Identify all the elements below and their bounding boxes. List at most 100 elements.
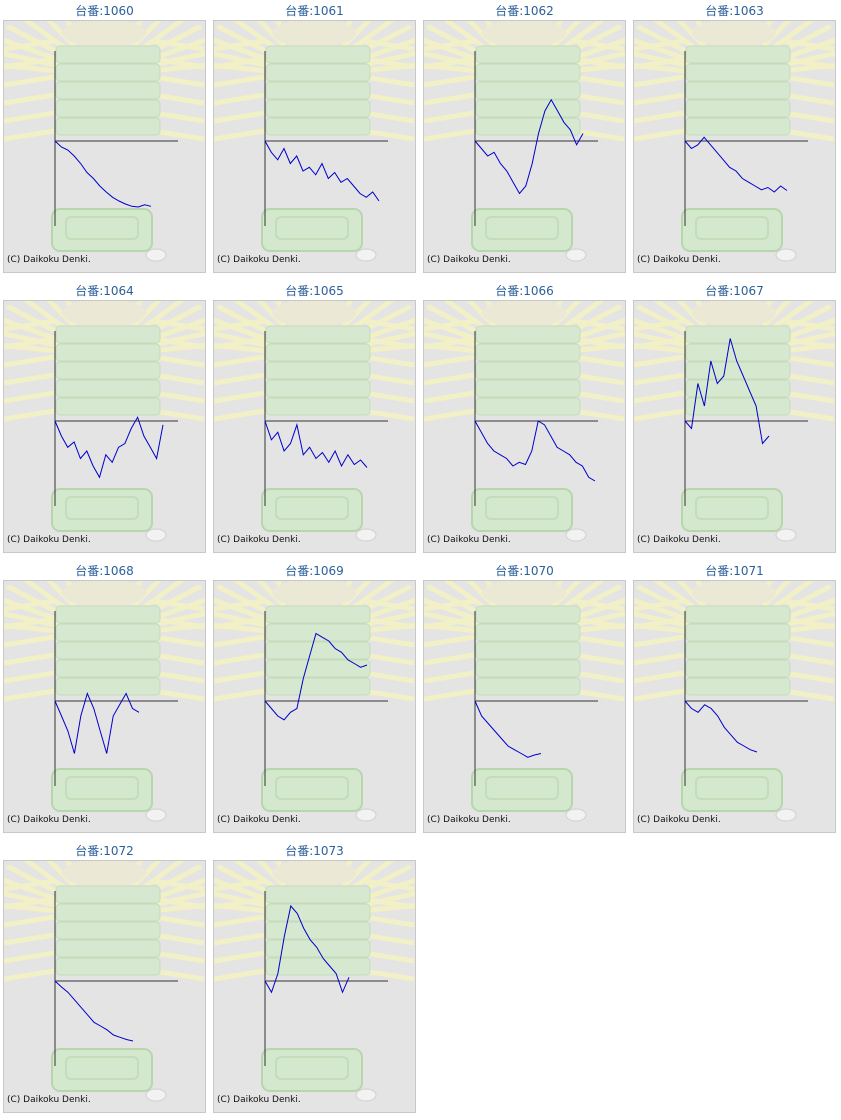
box-layer <box>475 117 581 136</box>
ray <box>4 331 64 349</box>
chart-frame: (C) Daikoku Denki. <box>633 300 836 553</box>
box-layer <box>265 659 371 678</box>
copyright-text: (C) Daikoku Denki. <box>7 255 91 265</box>
ray <box>126 861 162 894</box>
ray <box>355 902 415 914</box>
ray <box>363 372 415 386</box>
ray <box>634 62 693 74</box>
ray <box>634 318 685 332</box>
ray <box>4 92 55 106</box>
ray <box>4 968 55 982</box>
ray <box>424 51 484 69</box>
ray <box>363 318 415 332</box>
tray <box>261 768 363 812</box>
ray <box>145 62 205 74</box>
ray <box>126 21 162 54</box>
box-layer <box>55 63 161 82</box>
chart-title: 台番:1072 <box>75 844 134 858</box>
background-art <box>4 861 205 1102</box>
ray <box>214 354 265 368</box>
ray <box>573 110 625 124</box>
ray <box>783 336 835 350</box>
ray <box>466 301 502 334</box>
ray <box>214 390 265 404</box>
series-line <box>54 140 152 208</box>
ray <box>4 62 63 74</box>
crown <box>62 581 146 607</box>
ray <box>153 128 205 142</box>
tray-inner <box>65 496 139 520</box>
ray <box>354 330 415 349</box>
ray <box>354 610 415 629</box>
ray <box>145 342 205 354</box>
ray <box>336 581 372 614</box>
ray <box>153 372 205 386</box>
ray <box>214 331 274 349</box>
ray <box>363 932 415 946</box>
background-art <box>424 301 625 542</box>
chart-svg <box>4 581 205 822</box>
chart-frame: (C) Daikoku Denki. <box>633 20 836 273</box>
ray <box>424 74 475 88</box>
ray <box>424 634 475 648</box>
ray <box>573 688 625 702</box>
ray <box>783 598 835 612</box>
series-line <box>474 700 542 758</box>
box-layer <box>55 397 161 416</box>
ray <box>363 110 415 124</box>
ray <box>424 128 475 142</box>
chart-svg <box>634 301 835 542</box>
tray <box>51 208 153 252</box>
box-layer <box>55 659 161 678</box>
ray <box>783 634 835 648</box>
ray <box>4 932 55 946</box>
ray <box>775 622 835 634</box>
ray <box>424 110 475 124</box>
series-line <box>54 416 164 479</box>
coin <box>775 808 797 822</box>
chart-title: 台番:1068 <box>75 564 134 578</box>
box-layer <box>265 641 371 660</box>
ray <box>153 616 205 630</box>
copyright-text: (C) Daikoku Denki. <box>637 255 721 265</box>
ray <box>363 950 415 964</box>
chart-frame: (C) Daikoku Denki. <box>213 860 416 1113</box>
ray <box>363 56 415 70</box>
ray <box>573 670 625 684</box>
ray <box>783 390 835 404</box>
chart-svg <box>424 301 625 542</box>
ray <box>634 598 685 612</box>
ray <box>546 581 582 614</box>
tray-inner <box>275 216 349 240</box>
ray <box>783 408 835 422</box>
ray <box>565 342 625 354</box>
coin <box>565 808 587 822</box>
chart-frame: (C) Daikoku Denki. <box>3 580 206 833</box>
chart-title: 台番:1067 <box>705 284 764 298</box>
ray <box>153 914 205 928</box>
tray <box>471 488 573 532</box>
box-layer <box>685 623 791 642</box>
background-art <box>4 21 205 262</box>
ray <box>4 891 64 909</box>
ray <box>363 878 415 892</box>
box-layer <box>55 379 161 398</box>
ray <box>214 56 265 70</box>
box-layer <box>55 677 161 696</box>
ray <box>634 616 685 630</box>
ray <box>565 62 625 74</box>
box-layer <box>265 99 371 118</box>
ray <box>355 342 415 354</box>
background-art <box>634 21 835 262</box>
ray <box>424 616 475 630</box>
tray <box>471 208 573 252</box>
ray <box>214 652 265 666</box>
ray <box>214 336 265 350</box>
coin <box>775 248 797 262</box>
tray-inner <box>695 776 769 800</box>
ray <box>4 408 55 422</box>
chart-frame: (C) Daikoku Denki. <box>3 860 206 1113</box>
ray <box>363 896 415 910</box>
box-layer <box>265 45 371 64</box>
ray <box>546 21 582 54</box>
